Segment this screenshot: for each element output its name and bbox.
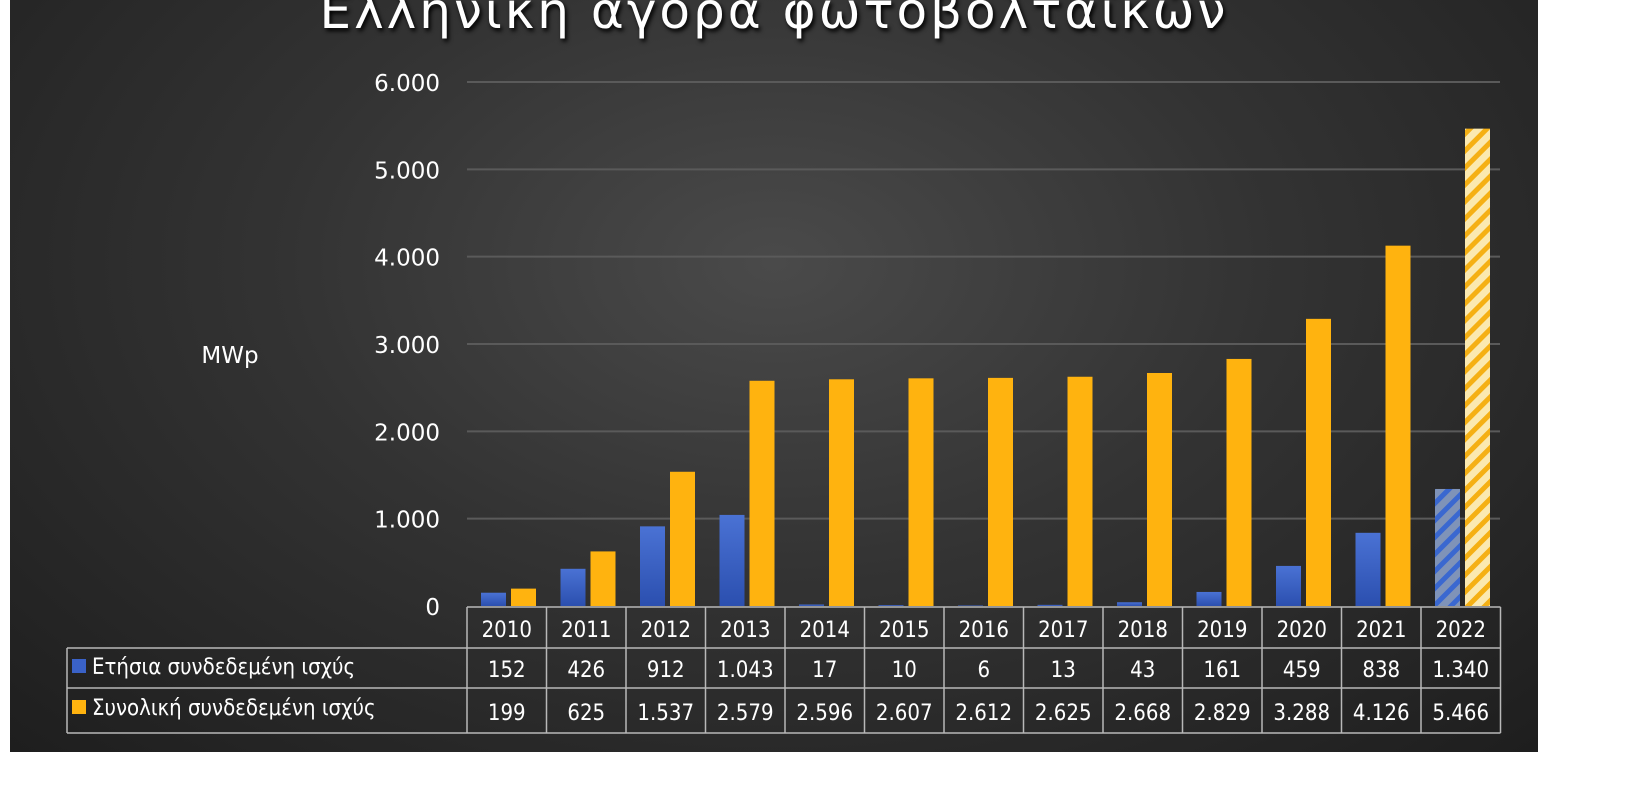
x-tick-label: 2021 <box>1356 618 1406 643</box>
data-label-total: 2.596 <box>796 701 853 726</box>
data-label-annual: 6 <box>977 658 990 683</box>
data-label-annual: 13 <box>1051 658 1076 683</box>
data-label-total: 625 <box>567 701 605 726</box>
x-tick-label: 2020 <box>1277 618 1327 643</box>
data-label-total: 5.466 <box>1432 701 1489 726</box>
x-tick-label: 2011 <box>561 618 611 643</box>
data-label-annual: 912 <box>647 658 685 683</box>
y-tick-label: 3.000 <box>374 333 440 359</box>
data-label-annual: 152 <box>488 658 526 683</box>
x-tick-label: 2018 <box>1118 618 1168 643</box>
bar-annual-2015 <box>878 605 904 606</box>
bar-total-2019 <box>1226 358 1252 606</box>
legend-swatch <box>72 659 86 673</box>
data-label-annual: 1.340 <box>1432 658 1489 683</box>
data-label-total: 2.612 <box>955 701 1012 726</box>
data-label-total: 2.829 <box>1194 701 1251 726</box>
bar-annual-2011 <box>560 568 586 606</box>
legend-label: Συνολική συνδεδεμένη ισχύς <box>92 696 376 721</box>
x-tick-label: 2014 <box>800 618 850 643</box>
legend-label: Ετήσια συνδεδεμένη ισχύς <box>92 655 355 680</box>
bar-total-2014 <box>829 379 854 606</box>
y-axis-label: MWp <box>201 343 258 369</box>
data-label-annual: 10 <box>892 658 917 683</box>
chart-background <box>10 0 1538 752</box>
bar-total-2022 <box>1465 128 1490 607</box>
y-tick-label: 0 <box>425 595 440 621</box>
bar-annual-2014 <box>799 604 824 606</box>
data-label-total: 2.668 <box>1114 701 1171 726</box>
x-tick-label: 2022 <box>1436 618 1486 643</box>
y-tick-label: 1.000 <box>374 508 440 534</box>
bar-total-2013 <box>749 380 775 606</box>
bar-total-2017 <box>1067 376 1093 606</box>
bar-total-2010 <box>511 588 536 606</box>
x-tick-label: 2013 <box>720 618 770 643</box>
y-tick-label: 2.000 <box>374 420 440 446</box>
chart-title: Ελληνική αγορά φωτοβολταϊκών <box>319 0 1229 40</box>
x-tick-label: 2016 <box>959 618 1009 643</box>
bar-annual-2019 <box>1196 591 1222 606</box>
bar-annual-2021 <box>1355 532 1381 606</box>
y-tick-label: 4.000 <box>374 246 440 272</box>
bar-annual-2022 <box>1435 488 1460 606</box>
bar-annual-2018 <box>1117 602 1142 606</box>
data-label-annual: 838 <box>1362 658 1400 683</box>
data-label-total: 4.126 <box>1353 701 1410 726</box>
bar-total-2020 <box>1306 318 1331 606</box>
x-tick-label: 2017 <box>1038 618 1088 643</box>
bar-total-2016 <box>988 377 1013 606</box>
data-label-annual: 459 <box>1283 658 1321 683</box>
bar-annual-2020 <box>1276 565 1301 606</box>
data-label-total: 2.579 <box>717 701 774 726</box>
y-tick-label: 6.000 <box>374 71 440 97</box>
data-label-annual: 1.043 <box>717 658 774 683</box>
bar-total-2015 <box>908 378 934 606</box>
data-label-annual: 17 <box>812 658 837 683</box>
bar-annual-2013 <box>719 514 745 606</box>
bar-annual-2010 <box>481 592 506 606</box>
bar-total-2011 <box>590 551 616 606</box>
x-tick-label: 2019 <box>1197 618 1247 643</box>
bar-total-2012 <box>670 471 695 606</box>
data-label-annual: 161 <box>1203 658 1241 683</box>
data-label-total: 2.607 <box>876 701 933 726</box>
data-label-annual: 426 <box>567 658 605 683</box>
bar-total-2021 <box>1385 245 1411 607</box>
data-label-annual: 43 <box>1130 658 1155 683</box>
x-tick-label: 2015 <box>879 618 929 643</box>
bar-annual-2016 <box>958 605 983 606</box>
x-tick-label: 2012 <box>641 618 691 643</box>
data-label-total: 2.625 <box>1035 701 1092 726</box>
bar-annual-2017 <box>1037 604 1063 606</box>
y-tick-label: 5.000 <box>374 158 440 184</box>
data-label-total: 3.288 <box>1273 701 1330 726</box>
x-tick-label: 2010 <box>482 618 532 643</box>
data-label-total: 1.537 <box>637 701 694 726</box>
legend-swatch <box>72 700 86 714</box>
bar-annual-2012 <box>640 526 665 606</box>
data-label-total: 199 <box>488 701 526 726</box>
bar-total-2018 <box>1147 372 1172 606</box>
